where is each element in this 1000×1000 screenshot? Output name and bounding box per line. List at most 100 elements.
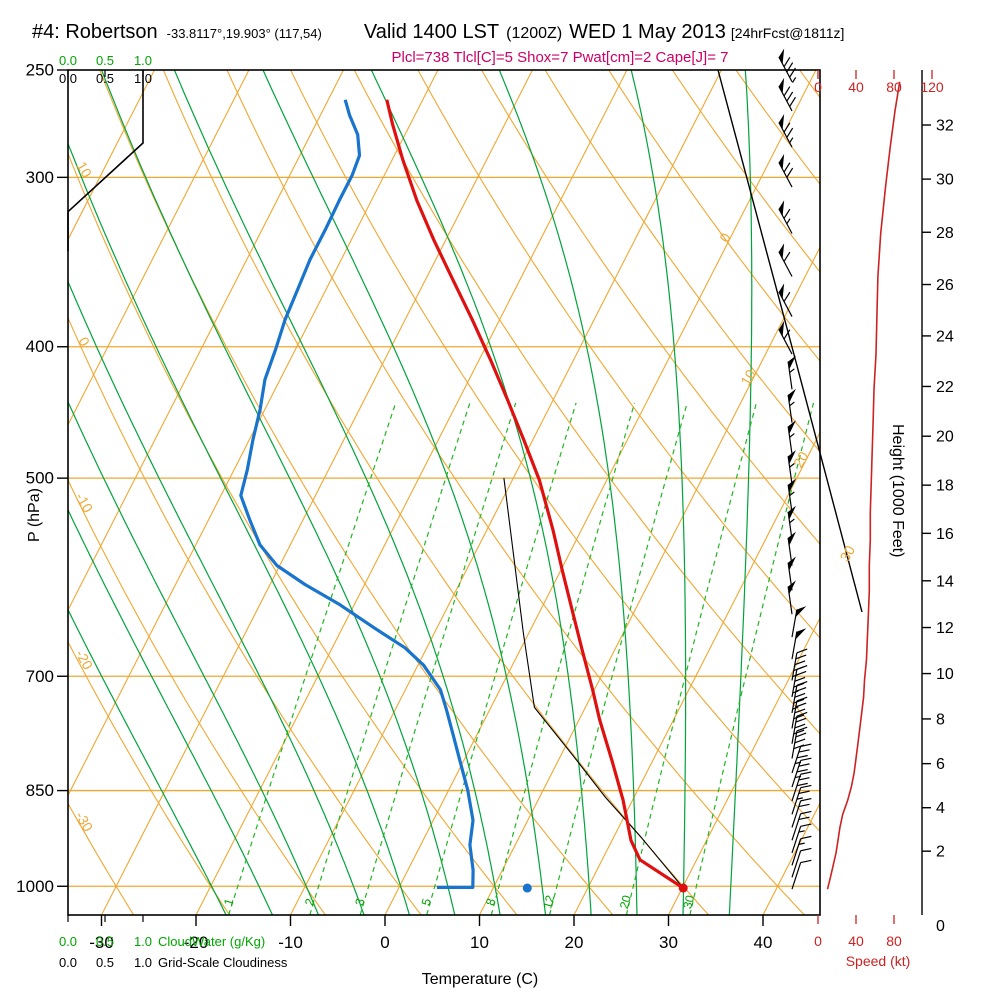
svg-text:0: 0: [814, 79, 822, 95]
wind-barb: [787, 478, 796, 513]
wind-barb: [787, 388, 796, 423]
wind-barb: [778, 77, 796, 112]
svg-text:80: 80: [886, 933, 902, 949]
svg-text:40: 40: [754, 933, 773, 952]
svg-text:80: 80: [886, 79, 902, 95]
svg-text:20: 20: [936, 429, 954, 446]
svg-text:4: 4: [936, 800, 945, 817]
wind-barbs: [778, 48, 812, 890]
cloudiness-scale-title: Grid-Scale Cloudiness: [158, 955, 288, 970]
svg-text:10: 10: [737, 367, 759, 389]
svg-text:30: 30: [680, 893, 697, 910]
svg-text:20: 20: [617, 893, 634, 910]
svg-text:26: 26: [936, 277, 954, 294]
svg-text:22: 22: [936, 379, 954, 396]
svg-text:0.0: 0.0: [59, 53, 77, 68]
svg-text:28: 28: [936, 225, 954, 242]
speed-axis: 0 40 80 1200 40 80: [814, 70, 944, 949]
svg-text:8: 8: [936, 711, 945, 728]
svg-text:1.0: 1.0: [134, 53, 152, 68]
svg-text:850: 850: [26, 781, 54, 800]
svg-text:-20: -20: [72, 647, 96, 673]
moist-adiabats: [68, 70, 753, 915]
wind-barb: [787, 450, 796, 485]
speed-profile: [826, 81, 901, 890]
svg-text:12: 12: [540, 893, 557, 910]
svg-text:0: 0: [814, 933, 822, 949]
svg-text:40: 40: [848, 933, 864, 949]
wind-barb: [787, 505, 796, 540]
cloudiness-profile: [67, 70, 144, 252]
wind-barb: [791, 784, 812, 815]
svg-text:400: 400: [26, 337, 54, 356]
svg-text:30: 30: [659, 933, 678, 952]
svg-text:1.0: 1.0: [134, 71, 152, 86]
svg-text:2: 2: [302, 897, 317, 907]
svg-text:10: 10: [470, 933, 489, 952]
wind-barb: [791, 771, 812, 802]
svg-text:18: 18: [936, 478, 954, 495]
wind-barb: [791, 726, 808, 759]
height-axis-title: Height (1000 Feet): [889, 424, 906, 558]
svg-text:1: 1: [221, 897, 236, 907]
wind-barb: [791, 743, 812, 774]
svg-text:0.5: 0.5: [96, 955, 114, 970]
wind-barb: [791, 835, 812, 866]
svg-text:1000: 1000: [16, 877, 54, 896]
wind-barb: [791, 810, 812, 841]
svg-text:-30: -30: [89, 933, 114, 952]
svg-text:0.5: 0.5: [96, 53, 114, 68]
temperature-axis: -30 -20 -10 0 10 20 30 40: [89, 915, 772, 952]
svg-text:0: 0: [380, 933, 389, 952]
svg-text:0.0: 0.0: [59, 934, 77, 949]
wind-barb: [791, 628, 807, 660]
wind-barb: [778, 153, 794, 188]
cloud-scales: 0.0 0.0 0.0 0.0 0.5 0.5 0.5 0.5 1.0 1.0 1.0 1.0: [59, 53, 152, 970]
speed-axis-title: Speed (kt): [845, 953, 911, 969]
svg-text:1.0: 1.0: [134, 955, 152, 970]
svg-text:16: 16: [936, 526, 954, 543]
svg-text:1.0: 1.0: [134, 934, 152, 949]
wind-barb: [791, 696, 808, 729]
svg-text:-10: -10: [278, 933, 303, 952]
svg-text:0.0: 0.0: [59, 955, 77, 970]
svg-text:32: 32: [936, 118, 954, 135]
svg-text:8: 8: [483, 897, 498, 907]
wind-barb: [791, 797, 812, 828]
pressure-axis-title: P (hPa): [26, 488, 43, 542]
svg-text:10: 10: [74, 159, 96, 181]
svg-text:0.5: 0.5: [96, 934, 114, 949]
valid-time: Valid 1400 LST: [363, 21, 500, 43]
svg-text:3: 3: [352, 897, 367, 907]
svg-text:40: 40: [848, 79, 864, 95]
svg-text:500: 500: [26, 469, 54, 488]
wind-barb: [791, 648, 808, 681]
svg-text:20: 20: [790, 449, 812, 471]
svg-text:30: 30: [836, 543, 858, 565]
svg-text:120: 120: [920, 79, 944, 95]
pressure-axis: 250 300 400 500 700 850 1000: [16, 61, 68, 896]
svg-text:24: 24: [936, 328, 954, 345]
wind-barb: [791, 823, 812, 854]
svg-text:0.0: 0.0: [59, 71, 77, 86]
svg-text:30: 30: [936, 172, 954, 189]
station-title: #4: Robertson: [32, 21, 158, 43]
mixing-ratio-lines: [228, 402, 815, 915]
forecast-tag: [24hrFcst@1811z]: [730, 25, 845, 41]
wind-barb: [787, 420, 796, 455]
svg-text:0: 0: [716, 230, 734, 245]
svg-text:2: 2: [936, 844, 945, 861]
stability-params-line: Plcl=738 Tlcl[C]=5 Shox=7 Pwat[cm]=2 Cap…: [391, 49, 729, 66]
surface-dots: [522, 883, 688, 893]
svg-text:20: 20: [565, 933, 584, 952]
wind-barb: [791, 606, 807, 638]
valid-date: WED 1 May 2013: [569, 21, 726, 43]
wind-barb: [787, 355, 796, 390]
wind-barb: [791, 711, 808, 744]
svg-text:14: 14: [936, 573, 954, 590]
svg-text:300: 300: [26, 168, 54, 187]
svg-text:0: 0: [936, 918, 945, 935]
station-coordinates: -33.8117°,19.903° (117,54): [166, 26, 322, 41]
svg-text:700: 700: [26, 667, 54, 686]
